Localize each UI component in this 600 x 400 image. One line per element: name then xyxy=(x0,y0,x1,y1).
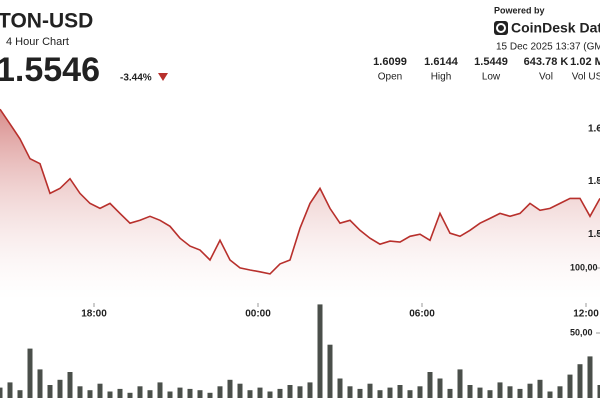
volume-bar xyxy=(87,390,93,398)
volume-bar xyxy=(287,385,293,398)
volume-bar xyxy=(327,344,333,398)
volume-bar xyxy=(277,388,283,398)
volume-bar xyxy=(147,390,153,398)
stat-label: Vol US xyxy=(572,72,600,83)
stat-label: Vol xyxy=(539,72,553,83)
volume-bar xyxy=(477,387,483,398)
stat-value: 643.78 K xyxy=(524,56,569,68)
volume-bar xyxy=(367,383,373,398)
x-tick-label: 00:00 xyxy=(245,309,271,320)
price-area xyxy=(0,109,600,300)
volume-bar xyxy=(47,385,53,398)
volume-bar xyxy=(517,388,523,398)
volume-bar xyxy=(27,348,33,398)
volume-bar xyxy=(407,390,413,398)
powered-by: Powered by xyxy=(494,5,545,15)
volume-bar xyxy=(257,387,263,398)
y-tick-label: 1.5 xyxy=(588,176,600,187)
volume-bar xyxy=(437,378,443,398)
volume-bar xyxy=(57,379,63,398)
timestamp: 15 Dec 2025 13:37 (GM xyxy=(496,42,600,53)
volume-bar xyxy=(207,392,213,398)
volume-bar xyxy=(427,372,433,398)
chart-subtitle: 4 Hour Chart xyxy=(6,36,69,48)
price-line xyxy=(0,108,600,275)
volume-bar xyxy=(527,383,533,398)
volume-bar xyxy=(507,386,513,398)
chart-title: TON-USD xyxy=(0,10,93,33)
y-tick-label: 1.5 xyxy=(588,229,600,240)
volume-bar xyxy=(167,391,173,398)
volume-bar xyxy=(537,379,543,398)
x-tick-label: 06:00 xyxy=(409,309,435,320)
volume-bar xyxy=(577,364,583,398)
brand-name: CoinDesk Dat xyxy=(511,20,600,36)
stat-label: Open xyxy=(378,72,402,83)
volume-bar xyxy=(157,382,163,398)
volume-bar xyxy=(237,383,243,398)
volume-bar xyxy=(587,356,593,398)
volume-bar xyxy=(137,386,143,398)
volume-bar xyxy=(417,386,423,398)
volume-bar xyxy=(297,386,303,398)
stat-label: High xyxy=(431,72,452,83)
volume-bar xyxy=(567,374,573,398)
volume-bar xyxy=(227,379,233,398)
volume-bar xyxy=(557,386,563,398)
volume-bar xyxy=(187,388,193,398)
volume-bar xyxy=(497,382,503,398)
volume-bar xyxy=(337,378,343,398)
volume-bar xyxy=(177,387,183,398)
y2-tick-label: 100,00 xyxy=(570,262,598,272)
volume-bar xyxy=(317,304,323,398)
volume-bar xyxy=(357,388,363,398)
volume-bar xyxy=(597,385,600,398)
volume-bar xyxy=(547,391,553,398)
volume-bar xyxy=(457,369,463,398)
volume-bar xyxy=(217,386,223,398)
volume-bar xyxy=(0,387,3,398)
plot xyxy=(0,108,600,398)
volume-bar xyxy=(247,390,253,398)
stat-value: 1.6099 xyxy=(373,56,407,68)
volume-bar xyxy=(197,390,203,398)
brand-logo xyxy=(494,21,508,35)
volume-bar xyxy=(377,390,383,398)
volume-bar xyxy=(117,388,123,398)
y2-tick-label: 50,00 xyxy=(570,327,593,337)
volume-bar xyxy=(387,387,393,398)
stat-value: 1.5449 xyxy=(474,56,508,68)
volume-bar xyxy=(97,383,103,398)
price-change: -3.44% xyxy=(120,73,152,84)
volume-bar xyxy=(7,382,13,398)
x-tick-label: 12:00 xyxy=(573,309,599,320)
stat-value: 1.6144 xyxy=(424,56,459,68)
volume-bar xyxy=(127,392,133,398)
volume-bar xyxy=(107,391,113,398)
stat-value: 1.02 M xyxy=(570,56,600,68)
x-tick-label: 18:00 xyxy=(81,309,107,320)
volume-bar xyxy=(467,385,473,398)
y-tick-label: 1.6 xyxy=(588,124,600,135)
down-arrow xyxy=(158,73,168,81)
volume-bar xyxy=(77,386,83,398)
volume-bar xyxy=(17,390,23,398)
volume-bar xyxy=(347,386,353,398)
volume-bar xyxy=(487,390,493,398)
current-price: 1.5546 xyxy=(0,51,100,89)
stat-label: Low xyxy=(482,72,501,83)
volume-bar xyxy=(447,388,453,398)
volume-bar xyxy=(37,369,43,398)
volume-bar xyxy=(307,382,313,398)
volume-bar xyxy=(397,385,403,398)
volume-bar xyxy=(67,372,73,398)
volume-bar xyxy=(267,391,273,398)
